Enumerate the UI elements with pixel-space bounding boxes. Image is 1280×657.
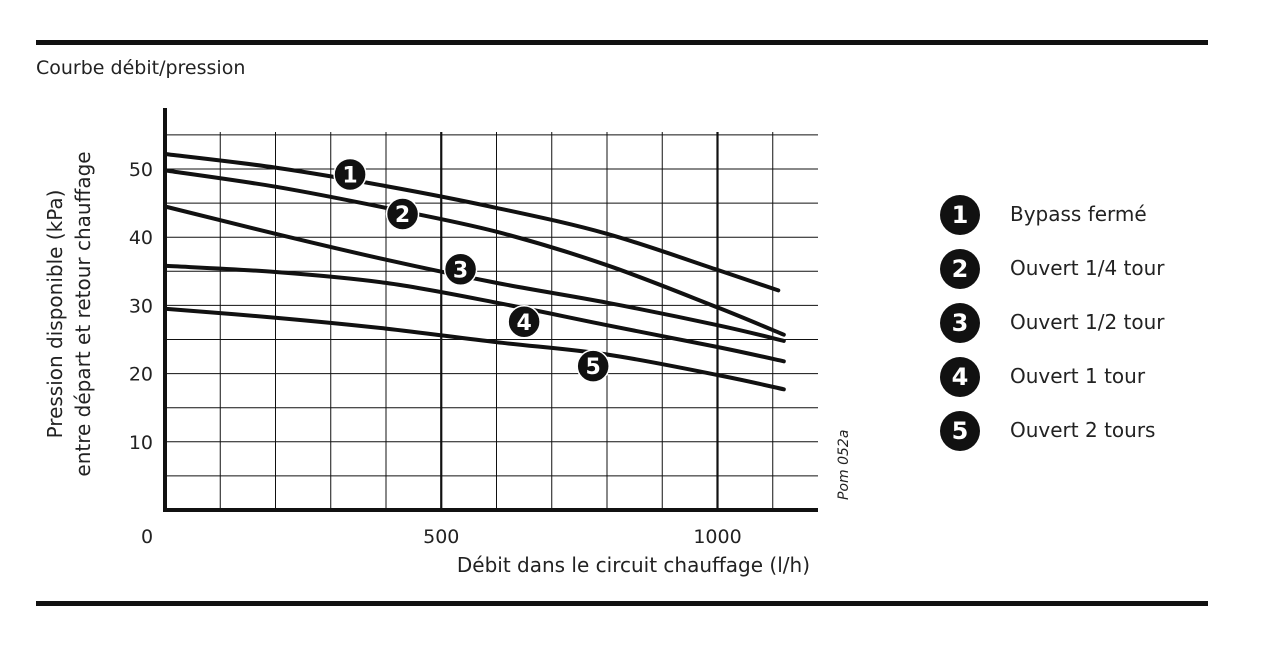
figure-code: Pom 052a — [836, 429, 852, 500]
legend: 1 Bypass fermé 2 Ouvert 1/4 tour 3 Ouvert 1/2… — [940, 195, 1260, 465]
y-tick-label: 30 — [129, 295, 153, 317]
series-marker-2 — [385, 197, 420, 231]
series-line-5 — [163, 306, 786, 392]
legend-number-badge: 3 — [940, 303, 980, 343]
legend-number-badge: 2 — [940, 249, 980, 289]
series-marker-1 — [333, 157, 367, 192]
legend-item: 4 Ouvert 1 tour — [940, 357, 1260, 411]
y-tick-label: 50 — [129, 159, 153, 181]
bottom-rule — [36, 601, 1208, 606]
top-rule — [36, 40, 1208, 45]
legend-label: Ouvert 2 tours — [1010, 418, 1156, 442]
x-tick-label: 1000 — [693, 526, 741, 548]
series-marker-number: 3 — [453, 258, 468, 283]
x-tick-label: 500 — [423, 526, 459, 548]
series-marker-number: 2 — [395, 203, 410, 228]
legend-label: Ouvert 1/2 tour — [1010, 310, 1165, 334]
legend-label: Ouvert 1/4 tour — [1010, 256, 1165, 280]
y-tick-label: 40 — [129, 227, 153, 249]
series-marker-number: 4 — [516, 311, 531, 336]
y-axis-label-line: Pression disponible (kPa) — [43, 190, 67, 439]
series-marker-3 — [443, 252, 478, 287]
x-tick-label: 0 — [141, 526, 153, 548]
x-axis-label: Débit dans le circuit chauffage (l/h) — [457, 553, 810, 577]
legend-item: 5 Ouvert 2 tours — [940, 411, 1260, 465]
chart-caption: Courbe débit/pression — [36, 57, 246, 79]
legend-number-badge: 5 — [940, 411, 980, 451]
legend-label: Bypass fermé — [1010, 202, 1147, 226]
legend-number-badge: 4 — [940, 357, 980, 397]
series-line-2 — [163, 168, 786, 337]
series-marker-4 — [507, 305, 541, 339]
series-line-3 — [163, 204, 786, 343]
y-tick-label: 20 — [129, 364, 153, 386]
series-line-4 — [163, 263, 786, 364]
y-tick-label: 10 — [129, 432, 153, 454]
y-axis-label-line: entre départ et retour chauffage — [71, 151, 95, 476]
series-marker-5 — [576, 349, 610, 383]
legend-item: 2 Ouvert 1/4 tour — [940, 249, 1260, 303]
legend-number-badge: 1 — [940, 195, 980, 235]
legend-item: 3 Ouvert 1/2 tour — [940, 303, 1260, 357]
series-marker-number: 1 — [342, 163, 357, 188]
legend-label: Ouvert 1 tour — [1010, 364, 1146, 388]
series-marker-number: 5 — [586, 355, 601, 380]
legend-item: 1 Bypass fermé — [940, 195, 1260, 249]
series-line-1 — [163, 152, 781, 293]
